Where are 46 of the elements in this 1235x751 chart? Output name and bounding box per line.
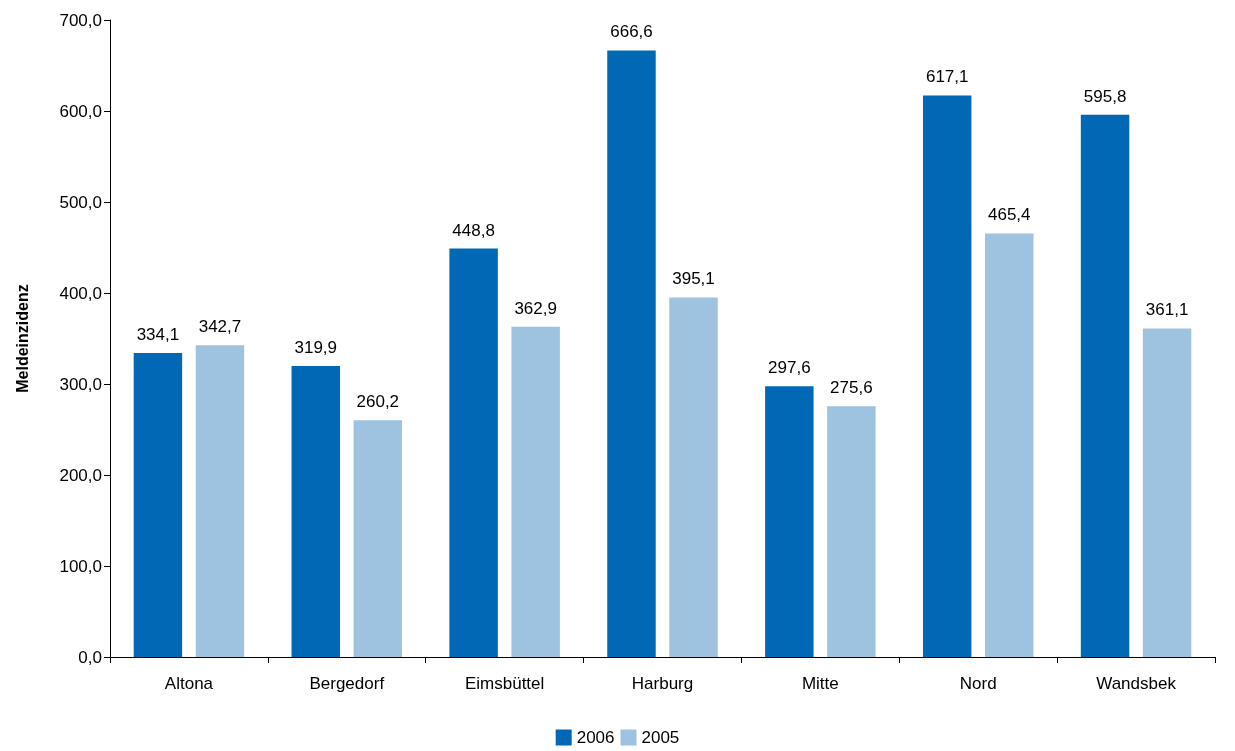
y-tick-label: 400,0 — [59, 283, 102, 303]
y-tick-label: 200,0 — [59, 465, 102, 485]
data-label: 362,9 — [514, 298, 557, 318]
data-label: 361,1 — [1145, 300, 1189, 320]
bar — [1142, 328, 1192, 657]
bar — [291, 365, 340, 657]
x-tick-label: Wandsbek — [1096, 674, 1177, 693]
bar — [669, 297, 718, 657]
data-label: 334,1 — [136, 324, 180, 344]
x-tick-label: Altona — [164, 674, 214, 693]
y-tick-label: 500,0 — [59, 192, 102, 212]
x-tick-label: Nord — [959, 674, 997, 693]
bar — [449, 248, 498, 657]
data-label: 297,6 — [768, 358, 811, 378]
bar — [195, 345, 245, 657]
y-tick-label: 100,0 — [59, 556, 102, 576]
bar — [133, 352, 183, 657]
data-label: 260,2 — [356, 392, 400, 412]
data-label: 617,1 — [925, 67, 969, 87]
y-tick-label: 0,0 — [78, 647, 102, 667]
data-label: 342,7 — [198, 317, 242, 337]
y-tick-label: 700,0 — [59, 10, 102, 30]
data-label: 595,8 — [1083, 86, 1127, 106]
data-label: 448,8 — [452, 220, 495, 240]
data-label: 319,9 — [294, 337, 338, 357]
data-label: 275,6 — [830, 378, 873, 398]
bar — [1080, 114, 1130, 657]
y-tick-label: 300,0 — [59, 374, 102, 394]
bar — [827, 406, 876, 657]
y-tick-label: 600,0 — [59, 101, 102, 121]
x-tick-label: Harburg — [631, 674, 694, 693]
bar — [922, 95, 972, 657]
y-axis-title: Meldeinzidenz — [13, 284, 31, 393]
data-label: 395,1 — [672, 269, 715, 289]
legend-label: 2006 — [576, 728, 615, 747]
data-label: 666,6 — [610, 22, 653, 42]
x-tick-label: Bergedorf — [309, 674, 385, 693]
bar — [353, 420, 403, 657]
bar — [607, 50, 656, 657]
bar — [985, 233, 1034, 657]
bar — [511, 326, 560, 657]
legend-label: 2005 — [641, 728, 680, 747]
data-label: 465,4 — [987, 205, 1031, 225]
bar — [765, 386, 814, 657]
x-tick-label: Mitte — [801, 674, 839, 693]
x-tick-label: Eimsbüttel — [464, 674, 545, 693]
